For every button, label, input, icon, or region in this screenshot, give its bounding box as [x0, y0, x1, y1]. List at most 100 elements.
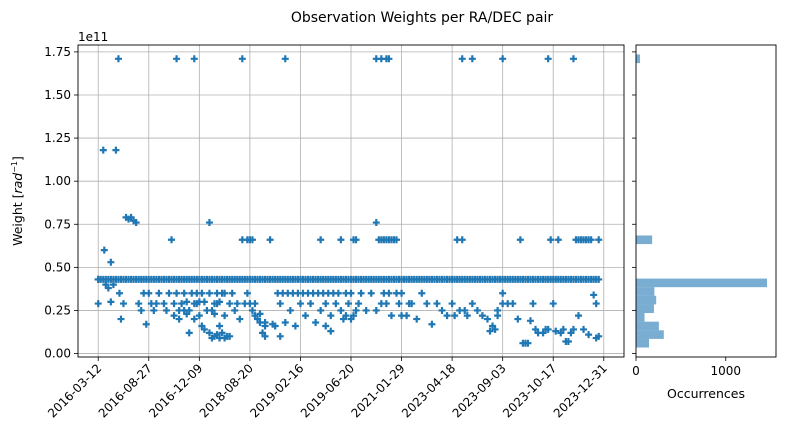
data-point	[433, 300, 441, 308]
data-point	[352, 306, 360, 314]
data-point	[448, 300, 456, 308]
histogram-bar	[636, 321, 659, 331]
data-point	[590, 291, 598, 299]
data-point	[564, 337, 572, 345]
data-point	[595, 236, 603, 244]
data-point	[322, 322, 330, 330]
data-point	[107, 298, 115, 306]
histogram-x-tick-label: 1000	[710, 364, 741, 378]
data-point	[463, 312, 471, 320]
data-point	[491, 325, 499, 333]
data-point	[362, 306, 370, 314]
data-point	[142, 320, 150, 328]
data-point	[544, 325, 552, 333]
data-point	[198, 289, 206, 297]
data-point	[228, 289, 236, 297]
data-point	[173, 55, 181, 63]
data-point	[183, 298, 191, 306]
data-point	[170, 300, 178, 308]
data-point	[387, 312, 395, 320]
data-point	[344, 300, 352, 308]
data-point	[117, 315, 125, 323]
data-point	[211, 310, 218, 318]
histogram-bar	[636, 295, 657, 305]
data-point	[175, 315, 183, 323]
data-point	[94, 300, 102, 308]
data-point	[549, 300, 557, 308]
data-point	[317, 306, 325, 314]
y-tick-label: 1.75	[44, 45, 71, 59]
data-point	[233, 300, 241, 308]
y-tick-label: 1.50	[44, 88, 71, 102]
data-point	[585, 331, 593, 339]
data-point	[484, 315, 491, 323]
data-point	[461, 306, 469, 314]
data-point	[385, 55, 393, 63]
data-point	[352, 236, 360, 244]
data-point	[193, 300, 201, 308]
data-point	[152, 300, 160, 308]
data-point	[114, 55, 122, 63]
data-point	[398, 289, 406, 297]
data-point	[347, 315, 355, 323]
data-point	[178, 300, 186, 308]
data-point	[190, 55, 198, 63]
y-axis-ticks: 0.00 0.25 0.50 0.75 1.00 1.25 1.50 1.75	[44, 45, 78, 361]
grid-lines	[78, 45, 624, 357]
data-point	[291, 322, 299, 330]
data-point	[408, 300, 416, 308]
y-axis-label-end: ]	[10, 156, 25, 161]
histogram-bar	[636, 330, 664, 339]
data-point	[145, 289, 153, 297]
data-point	[575, 312, 582, 320]
y-axis-label: Weight [rad−1]	[10, 156, 25, 246]
data-point	[592, 300, 600, 308]
data-point	[205, 219, 213, 227]
data-point	[168, 236, 176, 244]
data-point	[312, 319, 320, 327]
data-point	[547, 236, 555, 244]
data-point	[205, 289, 213, 297]
data-point	[213, 300, 221, 308]
data-point	[226, 300, 234, 308]
histogram-bar	[636, 287, 655, 296]
data-point	[200, 325, 208, 333]
x-axis-ticks: 2016-03-122016-08-272016-12-092018-08-20…	[45, 357, 610, 420]
data-point	[337, 306, 345, 314]
data-point	[413, 315, 421, 323]
data-point	[216, 322, 224, 330]
data-point	[554, 236, 562, 244]
data-point	[221, 289, 229, 297]
data-point	[443, 312, 451, 320]
data-point	[468, 55, 476, 63]
histogram-x-tick-label: 0	[632, 364, 640, 378]
histogram-bar	[636, 338, 650, 348]
data-point	[580, 325, 588, 333]
histogram-bars	[636, 54, 768, 348]
data-point	[367, 289, 375, 297]
data-point	[509, 300, 517, 308]
data-point	[473, 306, 481, 314]
data-point	[296, 300, 304, 308]
y-axis-exponent: 1e11	[78, 30, 108, 44]
data-point	[587, 236, 595, 244]
data-point	[281, 55, 289, 63]
data-point	[243, 289, 251, 297]
data-point	[135, 300, 143, 308]
scatter-axes: 0.00 0.25 0.50 0.75 1.00 1.25 1.50 1.75 2016-03…	[10, 30, 625, 420]
data-point	[100, 246, 108, 254]
y-tick-label: 0.75	[44, 217, 71, 231]
data-point	[132, 219, 140, 227]
data-point	[120, 300, 127, 308]
histogram-y-ticks	[632, 51, 636, 354]
data-point	[165, 289, 173, 297]
y-axis-label-unit: rad	[10, 173, 25, 194]
histogram-axes: 0 1000 Occurrences	[632, 44, 777, 401]
data-point	[266, 236, 274, 244]
data-point	[276, 332, 284, 340]
data-point	[200, 298, 208, 306]
data-point	[332, 300, 340, 308]
data-point	[569, 55, 577, 63]
data-point	[468, 300, 476, 308]
